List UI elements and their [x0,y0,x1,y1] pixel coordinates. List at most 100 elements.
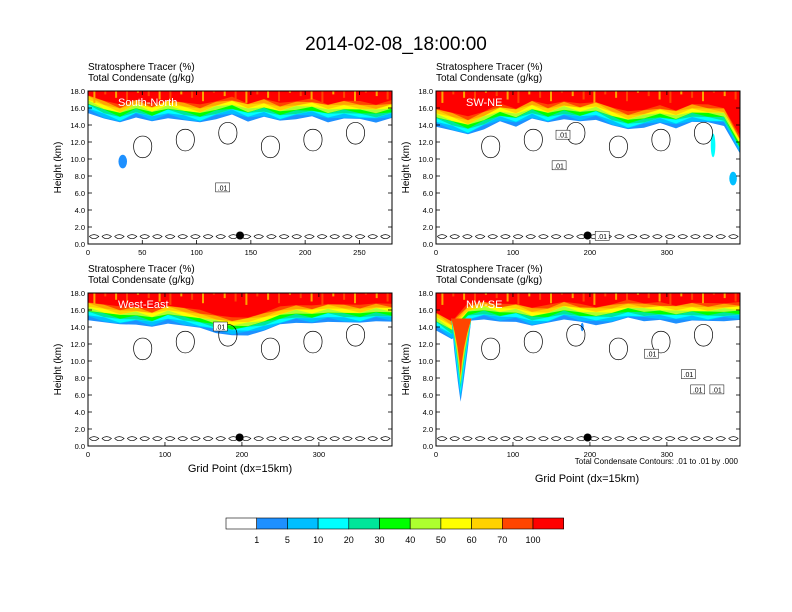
colorbar-label: 60 [467,535,477,545]
y-tick-label: 4.0 [75,206,85,215]
plot-area: .01 .01 .01 .01 NW-SE 0.0 2.0 4.0 6.0 8.0 10.0 12.0… [401,289,741,459]
tracer-streak [136,293,139,295]
tracer-streak [126,293,128,304]
y-tick-label: 0.0 [75,442,85,451]
tracer-streak [647,293,650,299]
tracer-streak [723,293,726,299]
y-tick-label: 12.0 [70,340,85,349]
panel-title-line2: Total Condensate (g/kg) [436,275,542,286]
tracer-streak [223,91,226,97]
tracer-streak [278,91,280,102]
y-tick-label: 14.0 [418,323,433,332]
tracer-streak [647,91,650,97]
x-tick-label: 0 [86,450,90,459]
tracer-streak [158,293,161,302]
y-tick-label: 16.0 [418,104,433,113]
y-tick-label: 2.0 [423,425,433,434]
contour-label: .01 [597,234,607,241]
y-tick-label: 10.0 [70,357,85,366]
contour-label: .01 [712,387,722,394]
tracer-streak [669,293,672,305]
contour-boundary-layer [89,234,391,240]
contour-cloud [133,135,153,159]
tracer-streak [158,91,161,100]
tracer-streak [560,293,563,295]
plot-area: .01 .01 .01 SW-NE 0.0 2.0 4.0 6.0 8.0 10.0 12.0 14.… [401,87,741,257]
tracer-streak [104,91,107,95]
y-tick-label: 6.0 [423,391,433,400]
contour-boundary-layer [437,436,739,442]
colorbar-label: 20 [344,535,354,545]
condensate-contours [437,122,739,240]
plot-frame [435,292,741,447]
x-tick-label: 300 [661,248,674,257]
tracer-streak [550,91,552,102]
tracer-streak [93,91,96,103]
location-marker [236,231,244,240]
tracer-streak [539,91,542,98]
contour-cloud [260,135,280,159]
tracer-streak [484,91,487,93]
tracer-streak [93,293,96,305]
contour-boundary-layer [437,234,739,240]
tracer-streak [615,91,618,98]
contour-label-box [555,129,571,140]
tracer-streak [234,91,237,100]
tracer-streak [288,91,291,93]
colorbar-swatch [225,517,258,530]
contour-label: .01 [554,163,564,170]
contour-cloud [694,324,713,347]
tracer-streak [680,293,683,297]
tracer-streak [441,293,444,305]
y-tick-label: 14.0 [70,323,85,332]
x-tick-label: 200 [584,248,597,257]
y-tick-label: 18.0 [70,87,85,96]
x-tick-label: 0 [434,450,438,459]
x-tick-label: 0 [86,248,90,257]
location-marker [235,433,244,442]
panel-title-line1: Stratosphere Tracer (%) [88,62,195,73]
contour-label-box [681,369,696,379]
tracer-streak [256,293,259,297]
tracer-streak [104,293,107,297]
tracer-streak [354,293,356,304]
tracer-streak [267,91,270,98]
tracer-streak [669,91,672,103]
plot-area: .01 South-North 0.0 2.0 4.0 6.0 8.0 10.0 12.0 14.… [53,87,393,257]
y-tick-label: 2.0 [423,223,433,232]
tracer-streak [169,293,172,305]
y-tick-label: 8.0 [423,374,433,383]
panel-south-north: Stratosphere Tracer (%) Total Condensate… [53,62,393,257]
condensate-contours [89,324,391,442]
y-tick-label: 0.0 [423,240,433,249]
contour-cloud [608,337,628,361]
contour-cloud [523,128,543,152]
contour-cloud [218,122,238,145]
panel-nw-se: Stratosphere Tracer (%) Total Condensate… [401,264,741,485]
condensate-contours [437,324,739,442]
tracer-streak [136,91,139,93]
contour-label: .01 [218,185,228,192]
tracer-streak [386,293,389,302]
tracer-blob [118,154,128,169]
contour-boundary-layer [89,436,391,442]
contour-label-box [551,160,567,171]
panel-label: West-East [118,299,169,311]
tracer-streak [691,91,694,98]
tracer-streak [691,293,694,300]
y-tick-label: 2.0 [75,425,85,434]
y-tick-label: 0.0 [423,442,433,451]
contour-label-box [644,348,659,359]
tracer-streak [180,91,183,95]
colorbar-swatch [532,517,565,530]
contour-cloud [566,122,586,145]
y-tick-label: 18.0 [418,289,433,298]
tracer-streak [582,91,585,100]
colorbar-swatch [317,517,350,530]
tracer-streak [212,91,215,93]
tracer-streak [560,91,563,93]
panel-label: NW-SE [466,299,502,311]
tracer-streak [506,91,509,100]
tracer-streak [484,293,487,295]
tracer-streak [734,293,737,302]
